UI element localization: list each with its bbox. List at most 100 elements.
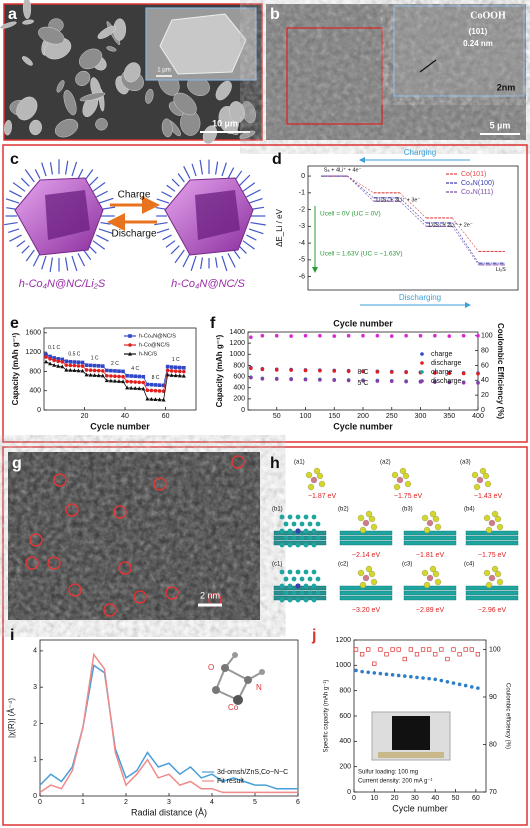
atom bbox=[287, 583, 293, 589]
spike bbox=[199, 159, 204, 175]
data-point bbox=[476, 371, 480, 376]
atom bbox=[307, 483, 315, 491]
spike bbox=[83, 249, 92, 261]
data-point bbox=[157, 397, 162, 402]
x-axis-label: Radial distance (Å) bbox=[131, 807, 207, 817]
data-point bbox=[112, 378, 117, 383]
spike bbox=[171, 178, 180, 187]
data-point bbox=[274, 377, 279, 381]
data-point bbox=[100, 373, 105, 378]
connector bbox=[399, 192, 427, 219]
spike bbox=[200, 257, 204, 270]
atom bbox=[283, 590, 289, 596]
data-point bbox=[378, 647, 383, 652]
adsorption-energy: −1.75 eV bbox=[478, 552, 507, 559]
x-tick-label: 350 bbox=[443, 413, 455, 420]
atom bbox=[482, 472, 490, 480]
y2-tick-label: 20 bbox=[481, 392, 489, 399]
legend-label: h-Co@NC/S bbox=[139, 342, 170, 348]
y-axis-label: Specific capacity (mAh g⁻¹) bbox=[324, 680, 330, 753]
atom bbox=[393, 483, 401, 491]
data-point bbox=[361, 378, 365, 383]
slab-layer bbox=[339, 535, 393, 541]
panel-label: c bbox=[10, 151, 19, 168]
y-tick-label: 0 bbox=[37, 407, 41, 414]
data-point bbox=[354, 668, 358, 673]
cavity-right bbox=[195, 190, 240, 240]
atom bbox=[368, 515, 376, 523]
atom bbox=[365, 510, 373, 518]
data-point bbox=[451, 647, 456, 652]
x-tick-label: 20 bbox=[391, 795, 399, 802]
plate bbox=[16, 96, 38, 121]
spacing: 0.24 nm bbox=[463, 39, 493, 48]
data-point bbox=[80, 368, 85, 373]
rate-label: 2 C bbox=[111, 361, 119, 367]
data-point bbox=[153, 388, 158, 393]
atom bbox=[279, 542, 285, 548]
data-point bbox=[96, 368, 101, 373]
spike bbox=[214, 161, 219, 175]
y-tick-label: 400 bbox=[29, 388, 41, 395]
data-point bbox=[157, 389, 162, 393]
data-point bbox=[145, 396, 150, 401]
spike bbox=[170, 245, 180, 255]
panel-label: b bbox=[270, 6, 280, 23]
data-point bbox=[52, 356, 56, 360]
connector bbox=[347, 175, 374, 202]
atom-marker bbox=[29, 533, 43, 547]
data-point bbox=[372, 661, 377, 666]
slab-layer bbox=[339, 590, 393, 596]
data-point bbox=[161, 397, 166, 402]
plate bbox=[55, 118, 79, 138]
y-tick-label: -1 bbox=[299, 190, 305, 197]
charging-label: Charging bbox=[404, 148, 436, 157]
y-tick-label: 1200 bbox=[25, 349, 41, 356]
spike bbox=[5, 198, 20, 204]
atom bbox=[221, 664, 229, 672]
atom bbox=[432, 515, 440, 523]
data-point bbox=[181, 373, 186, 378]
data-point bbox=[418, 333, 423, 338]
atom bbox=[494, 515, 502, 523]
atom bbox=[488, 574, 496, 582]
atom bbox=[484, 480, 492, 488]
slab-layer bbox=[465, 535, 519, 541]
connector bbox=[452, 226, 479, 266]
atom-marker bbox=[68, 583, 82, 597]
spike bbox=[177, 173, 185, 183]
y-tick-label: 4 bbox=[33, 648, 37, 655]
data-point bbox=[100, 364, 105, 368]
data-point bbox=[96, 373, 101, 378]
data-point bbox=[447, 371, 452, 376]
data-point bbox=[475, 652, 481, 657]
y-tick-label: 600 bbox=[233, 373, 245, 380]
y-tick-label: 800 bbox=[339, 688, 351, 695]
x-tick-label: 60 bbox=[472, 795, 480, 802]
data-point bbox=[372, 671, 377, 675]
data-point bbox=[68, 363, 73, 368]
atom bbox=[402, 472, 410, 480]
data-point bbox=[447, 380, 452, 385]
rate-label: 4 C bbox=[131, 366, 139, 372]
scale-bar: 2 nm bbox=[200, 590, 220, 600]
data-point bbox=[318, 378, 322, 382]
atom bbox=[313, 467, 321, 475]
atom-marker bbox=[113, 505, 127, 519]
x-tick-label: 10 bbox=[370, 795, 378, 802]
data-point bbox=[366, 647, 371, 652]
data-point bbox=[149, 396, 154, 401]
data-point bbox=[249, 375, 253, 380]
legend-marker bbox=[128, 334, 132, 338]
data-point bbox=[92, 363, 97, 368]
spike bbox=[92, 182, 106, 192]
atom bbox=[279, 597, 285, 603]
atom bbox=[287, 528, 293, 534]
plot-frame bbox=[43, 327, 197, 411]
inset-scale: 2nm bbox=[497, 82, 516, 92]
chart: 0 1 2 3 4 0 1 2 3 4 5 6 Radial distance (Å) |χ(R)| (Å… bbox=[7, 639, 300, 817]
rate-label: 0.1 C bbox=[48, 345, 60, 351]
data-point bbox=[72, 363, 77, 368]
data-point bbox=[332, 334, 337, 338]
atom bbox=[283, 535, 289, 541]
